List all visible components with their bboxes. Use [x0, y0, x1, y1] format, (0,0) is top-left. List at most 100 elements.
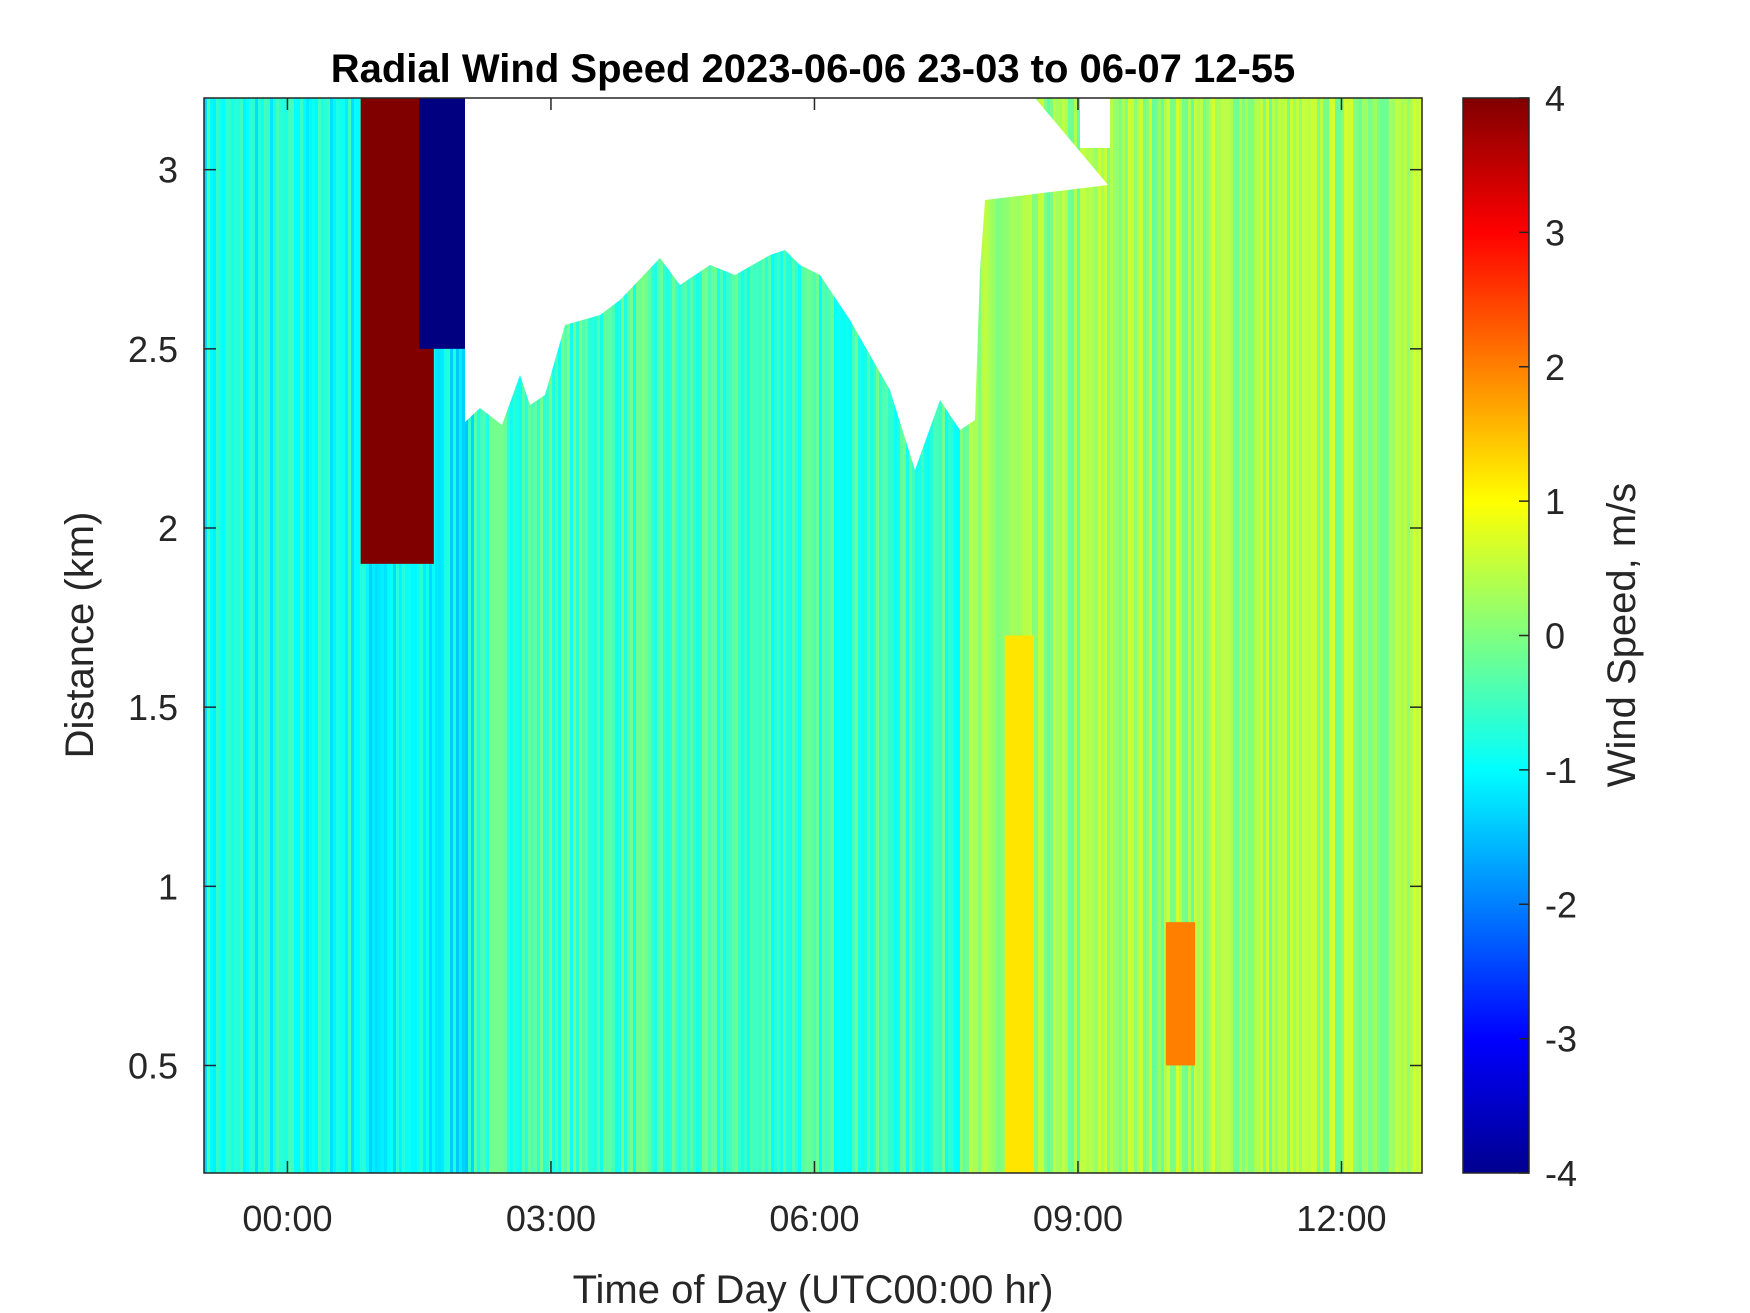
heatmap-column [1344, 98, 1348, 1173]
heatmap-column [225, 98, 229, 1173]
heatmap-column [1407, 98, 1411, 1173]
heatmap-column [1290, 98, 1294, 1173]
heatmap-column [384, 98, 388, 1173]
heatmap-column [1146, 98, 1150, 1173]
y-tick-label: 2 [158, 508, 178, 549]
heatmap-column [1083, 98, 1087, 1173]
heatmap-column [861, 98, 865, 1173]
heatmap-column [645, 98, 649, 1173]
heatmap-column [1116, 98, 1120, 1173]
heatmap-column [768, 98, 772, 1173]
heatmap-column [813, 98, 817, 1173]
heatmap-column [516, 98, 520, 1173]
heatmap-column [1167, 98, 1171, 1173]
heatmap-column [1131, 98, 1135, 1173]
heatmap-column [924, 98, 928, 1173]
heatmap-column [594, 98, 598, 1173]
heatmap-column [1419, 98, 1422, 1173]
heatmap-column [1215, 98, 1219, 1173]
heatmap-column [309, 98, 313, 1173]
heatmap-column [1068, 98, 1072, 1173]
heatmap-column [1122, 98, 1126, 1173]
heatmap-column [822, 98, 826, 1173]
heatmap-column [981, 98, 985, 1173]
heatmap-column [1392, 98, 1396, 1173]
heatmap-column [603, 98, 607, 1173]
heatmap-column [1092, 98, 1096, 1173]
heatmap-column [1230, 98, 1234, 1173]
heatmap-column [414, 98, 418, 1173]
heatmap-column [1188, 98, 1192, 1173]
heatmap-column [1353, 98, 1357, 1173]
heatmap-column [1284, 98, 1288, 1173]
heatmap-column [540, 98, 544, 1173]
heatmap-column [1089, 98, 1093, 1173]
heatmap-column [597, 98, 601, 1173]
heatmap-column [1218, 98, 1222, 1173]
heatmap-column [1263, 98, 1267, 1173]
heatmap-column [648, 98, 652, 1173]
heatmap-column [234, 98, 238, 1173]
heatmap-feature [1165, 922, 1196, 1066]
heatmap-column [441, 98, 445, 1173]
heatmap-column [1245, 98, 1249, 1173]
heatmap-column [402, 98, 406, 1173]
heatmap-column [339, 98, 343, 1173]
heatmap-column [570, 98, 574, 1173]
heatmap-column [1086, 98, 1090, 1173]
heatmap-column [1380, 98, 1384, 1173]
x-axis-label: Time of Day (UTC00:00 hr) [573, 1268, 1054, 1312]
heatmap-column [312, 98, 316, 1173]
heatmap-column [1239, 98, 1243, 1173]
heatmap-column [228, 98, 232, 1173]
heatmap-column [1182, 98, 1186, 1173]
heatmap-column [999, 98, 1003, 1173]
heatmap-column [258, 98, 262, 1173]
heatmap-column [1152, 98, 1156, 1173]
heatmap-column [390, 98, 394, 1173]
heatmap-column [765, 98, 769, 1173]
colorbar-tick-label: -2 [1545, 884, 1577, 925]
heatmap-column [468, 98, 472, 1173]
heatmap-column [543, 98, 547, 1173]
heatmap-column [771, 98, 775, 1173]
heatmap-column [564, 98, 568, 1173]
heatmap-column [435, 98, 439, 1173]
heatmap-column [1179, 98, 1183, 1173]
heatmap-column [576, 98, 580, 1173]
heatmap-column [1044, 98, 1048, 1173]
heatmap-column [996, 98, 1000, 1173]
heatmap-column [786, 98, 790, 1173]
heatmap-column [1401, 98, 1405, 1173]
heatmap-column [1308, 98, 1312, 1173]
heatmap-column [702, 98, 706, 1173]
heatmap-column [1065, 98, 1069, 1173]
heatmap-column [525, 98, 529, 1173]
heatmap-column [921, 98, 925, 1173]
heatmap-column [720, 98, 724, 1173]
y-tick-label: 1.5 [128, 687, 178, 728]
heatmap-column [591, 98, 595, 1173]
heatmap-column [1356, 98, 1360, 1173]
heatmap-column [798, 98, 802, 1173]
heatmap-column [891, 98, 895, 1173]
heatmap-column [504, 98, 508, 1173]
heatmap-column [303, 98, 307, 1173]
heatmap-column [900, 98, 904, 1173]
heatmap-column [1350, 98, 1354, 1173]
heatmap-column [759, 98, 763, 1173]
heatmap-column [501, 98, 505, 1173]
heatmap-column [789, 98, 793, 1173]
heatmap-column [1341, 98, 1345, 1173]
heatmap-column [270, 98, 274, 1173]
heatmap-column [372, 98, 376, 1173]
heatmap-column [1257, 98, 1261, 1173]
heatmap-column [1185, 98, 1189, 1173]
heatmap-column [1383, 98, 1387, 1173]
heatmap-column [612, 98, 616, 1173]
heatmap-column [513, 98, 517, 1173]
x-tick-label: 12:00 [1296, 1198, 1386, 1239]
heatmap-column [1128, 98, 1132, 1173]
heatmap-column [744, 98, 748, 1173]
heatmap-column [1098, 98, 1102, 1173]
